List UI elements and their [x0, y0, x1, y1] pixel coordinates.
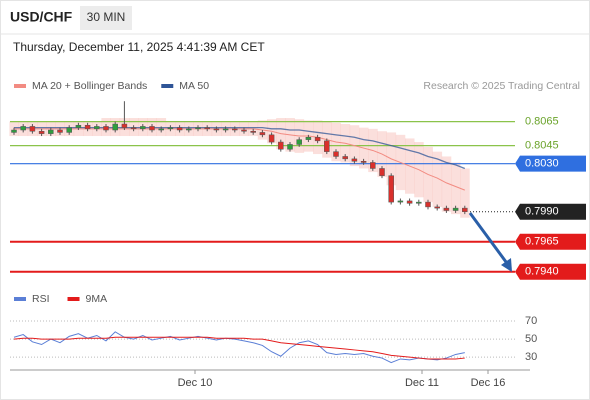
- candle-body: [443, 207, 450, 211]
- legend-label: RSI: [32, 293, 50, 305]
- candle-body: [296, 139, 302, 145]
- candle-body: [416, 201, 422, 204]
- candle-body: [360, 161, 367, 163]
- y-tick-label: 70: [525, 315, 537, 327]
- candle-body: [112, 123, 118, 131]
- candle-body: [241, 129, 247, 132]
- price-level-label: 0.7990: [525, 206, 559, 218]
- candle-body: [186, 128, 192, 131]
- legend-swatch: [14, 297, 26, 301]
- candle-body: [268, 134, 275, 143]
- legend-swatch: [67, 297, 80, 301]
- candle-body: [452, 207, 459, 211]
- projection-arrowhead: [501, 258, 512, 272]
- symbol: USD/CHF: [10, 9, 73, 25]
- candle-body: [204, 127, 210, 130]
- candle-body: [250, 130, 256, 133]
- candle-body: [333, 151, 339, 157]
- timeframe: 30 MIN: [87, 10, 126, 24]
- candle-body: [232, 128, 238, 131]
- price-level-box: [515, 203, 586, 220]
- candle-body: [434, 206, 440, 209]
- y-tick-label: 30: [525, 351, 537, 363]
- candle-body: [103, 126, 109, 131]
- bollinger-band: [460, 168, 470, 218]
- candle-body: [278, 141, 284, 150]
- candle-body: [351, 158, 358, 162]
- candle-body: [121, 123, 128, 128]
- candle-body: [84, 124, 91, 130]
- candle-body: [342, 156, 348, 160]
- candle-body: [57, 129, 63, 133]
- candle-body: [94, 126, 100, 130]
- candle-body: [462, 207, 468, 212]
- candle-body: [140, 126, 146, 130]
- candle-body: [406, 200, 413, 204]
- candle-body: [149, 126, 155, 131]
- candle-body: [29, 126, 36, 132]
- candle-body: [158, 128, 164, 131]
- price-level-box: [515, 233, 586, 250]
- candle-body: [176, 127, 183, 131]
- price-level-label: 0.8030: [525, 158, 559, 170]
- candle-body: [287, 144, 293, 150]
- timeframe-box: [80, 6, 132, 30]
- price-level-label: 0.7940: [525, 266, 559, 278]
- candle-body: [259, 132, 266, 136]
- candle-body: [222, 128, 229, 131]
- candle-body: [20, 126, 26, 131]
- candle-body: [314, 136, 321, 142]
- x-tick-label: Dec 11: [405, 377, 439, 389]
- bollinger-band: [441, 156, 452, 212]
- candle-body: [66, 127, 72, 133]
- y-tick-label: 50: [525, 333, 537, 345]
- candle-body: [370, 162, 376, 169]
- candle-body: [425, 201, 431, 208]
- x-tick-label: Dec 16: [471, 377, 506, 389]
- credit: Research © 2025 Trading Central: [423, 80, 580, 92]
- candle-body: [48, 129, 54, 134]
- candle-body: [38, 130, 45, 134]
- price-level-label: 0.8045: [525, 140, 559, 152]
- legend-label: MA 20 + Bollinger Bands: [32, 80, 147, 92]
- timestamp: Thursday, December 11, 2025 4:41:39 AM C…: [13, 40, 265, 54]
- x-tick-label: Dec 10: [178, 377, 213, 389]
- candle-body: [75, 124, 82, 128]
- price-level-box: [515, 263, 586, 280]
- candle-body: [195, 127, 201, 130]
- candle-body: [213, 128, 220, 131]
- bollinger-band: [432, 151, 443, 207]
- candle-body: [130, 127, 137, 130]
- candle-body: [167, 127, 174, 130]
- candle-body: [397, 200, 404, 203]
- projection-arrow: [468, 212, 511, 267]
- legend-swatch: [161, 84, 174, 88]
- candle-body: [305, 136, 312, 140]
- legend-label: 9MA: [86, 293, 108, 305]
- candle-body: [324, 140, 330, 152]
- price-level-label: 0.7965: [525, 236, 559, 248]
- legend-label: MA 50: [179, 80, 209, 92]
- price-level-label: 0.8065: [525, 116, 559, 128]
- candle-body: [379, 168, 385, 176]
- bollinger-band: [451, 162, 461, 215]
- indicator-line: [13, 336, 465, 360]
- legend-swatch: [14, 84, 26, 88]
- candle-body: [11, 129, 17, 133]
- price-level-box: [515, 155, 586, 172]
- candle-body: [388, 175, 394, 203]
